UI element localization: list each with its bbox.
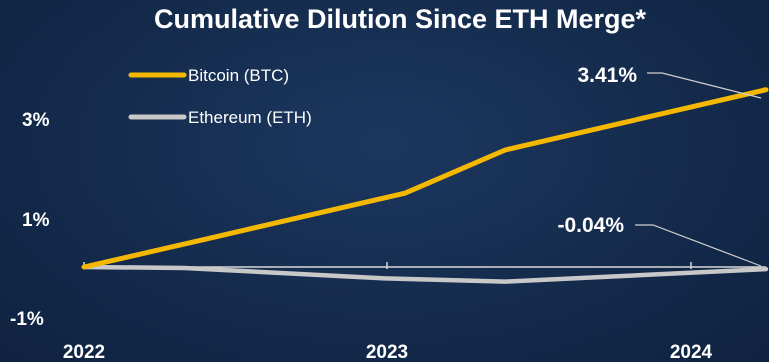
series-line-eth	[81, 264, 769, 284]
y-tick-label: 3%	[22, 110, 50, 131]
legend-label-eth: Ethereum (ETH)	[188, 108, 312, 127]
x-tick-label: 2022	[63, 342, 105, 362]
legend: Bitcoin (BTC) Ethereum (ETH)	[128, 66, 312, 127]
legend-label-btc: Bitcoin (BTC)	[188, 66, 289, 85]
x-tick-label: 2023	[366, 342, 408, 362]
annotation-eth-value: -0.04%	[557, 214, 624, 237]
annotations: 3.41% -0.04%	[557, 64, 762, 267]
chart-title: Cumulative Dilution Since ETH Merge*	[154, 4, 647, 34]
annotation-leader-btc	[647, 72, 762, 99]
y-tick-label: 1%	[22, 210, 50, 231]
annotation-leader-eth	[635, 224, 762, 267]
y-tick-label: -1%	[10, 309, 44, 330]
series-line-btc	[81, 87, 769, 270]
series-lines	[81, 87, 769, 284]
y-tick-labels: 3% 1% -1%	[10, 110, 50, 330]
x-tick-label: 2024	[670, 342, 713, 362]
x-tick-labels: 2022 2023 2024	[63, 342, 713, 362]
annotation-btc-value: 3.41%	[577, 64, 637, 87]
